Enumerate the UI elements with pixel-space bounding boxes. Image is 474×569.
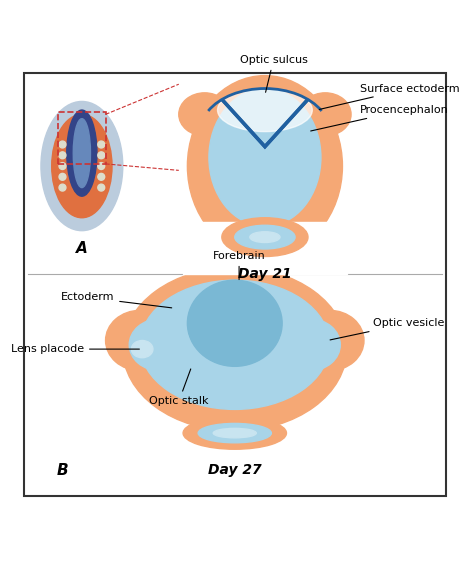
Circle shape	[59, 152, 66, 159]
Ellipse shape	[73, 119, 91, 188]
Circle shape	[98, 152, 105, 159]
Ellipse shape	[209, 89, 321, 226]
Text: A: A	[76, 241, 88, 257]
Ellipse shape	[187, 280, 282, 366]
Ellipse shape	[222, 218, 308, 257]
Text: B: B	[57, 463, 68, 479]
Ellipse shape	[213, 428, 256, 438]
Ellipse shape	[198, 423, 272, 443]
Ellipse shape	[140, 280, 329, 410]
Ellipse shape	[123, 267, 347, 431]
Ellipse shape	[280, 319, 340, 370]
Circle shape	[59, 174, 66, 180]
Text: Optic sulcus: Optic sulcus	[239, 55, 308, 92]
Circle shape	[59, 141, 66, 148]
Ellipse shape	[295, 310, 364, 370]
Text: Lens placode: Lens placode	[11, 344, 139, 354]
Ellipse shape	[250, 232, 280, 242]
Ellipse shape	[235, 225, 295, 249]
Circle shape	[98, 174, 105, 180]
Circle shape	[59, 184, 66, 191]
Circle shape	[98, 163, 105, 170]
Text: Day 27: Day 27	[208, 463, 262, 477]
Ellipse shape	[52, 114, 112, 218]
Text: Ectoderm: Ectoderm	[61, 292, 172, 308]
Ellipse shape	[67, 110, 97, 196]
Circle shape	[59, 163, 66, 170]
Ellipse shape	[218, 89, 312, 131]
Ellipse shape	[173, 329, 215, 360]
Text: Surface ectoderm: Surface ectoderm	[319, 84, 459, 109]
Bar	[183, 222, 347, 274]
Text: Forebrain: Forebrain	[213, 251, 265, 279]
Text: Procencephalon: Procencephalon	[310, 105, 448, 131]
Ellipse shape	[129, 319, 190, 370]
Ellipse shape	[300, 93, 351, 136]
Ellipse shape	[183, 417, 286, 450]
Ellipse shape	[131, 340, 153, 358]
Text: Day 21: Day 21	[238, 267, 292, 281]
Ellipse shape	[179, 93, 230, 136]
Text: Optic stalk: Optic stalk	[149, 369, 209, 406]
Circle shape	[98, 141, 105, 148]
Circle shape	[98, 184, 105, 191]
Ellipse shape	[187, 76, 342, 257]
Bar	[58, 112, 106, 164]
Ellipse shape	[106, 310, 174, 370]
Ellipse shape	[41, 101, 123, 230]
Text: Optic vesicle: Optic vesicle	[330, 318, 444, 340]
